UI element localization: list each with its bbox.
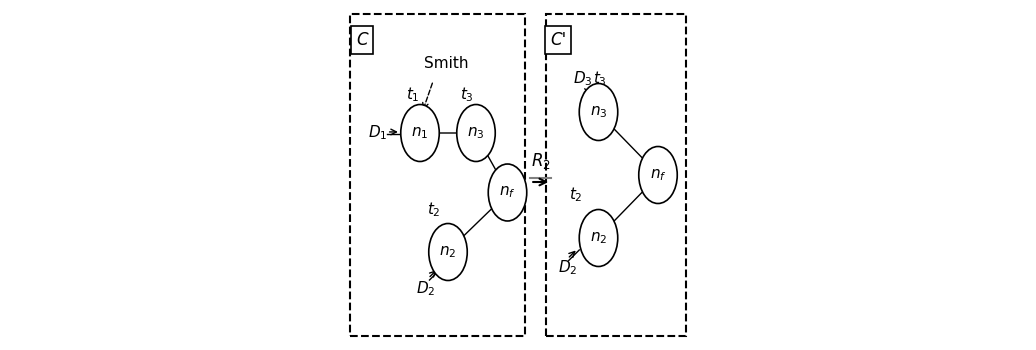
Ellipse shape bbox=[488, 164, 526, 221]
Text: $t_2$: $t_2$ bbox=[427, 201, 441, 219]
Text: C: C bbox=[356, 31, 368, 49]
Text: $n_f$: $n_f$ bbox=[499, 185, 516, 200]
Text: $n_3$: $n_3$ bbox=[467, 125, 485, 141]
Text: $D_1$: $D_1$ bbox=[368, 124, 387, 142]
Text: $t_3$: $t_3$ bbox=[594, 69, 607, 88]
Ellipse shape bbox=[401, 105, 439, 161]
Text: $D_2$: $D_2$ bbox=[415, 279, 435, 298]
Text: $n_2$: $n_2$ bbox=[589, 230, 607, 246]
Text: $n_3$: $n_3$ bbox=[589, 104, 607, 120]
Text: $n_1$: $n_1$ bbox=[411, 125, 429, 141]
Text: $t_1$: $t_1$ bbox=[406, 85, 420, 104]
Ellipse shape bbox=[579, 84, 617, 140]
Ellipse shape bbox=[429, 224, 467, 280]
Text: $t_3$: $t_3$ bbox=[460, 85, 474, 104]
Text: $n_2$: $n_2$ bbox=[439, 244, 457, 260]
Text: Smith: Smith bbox=[424, 56, 468, 70]
Ellipse shape bbox=[457, 105, 495, 161]
Text: C': C' bbox=[550, 31, 567, 49]
Text: $t_2$: $t_2$ bbox=[569, 185, 582, 204]
Text: $n_f$: $n_f$ bbox=[650, 167, 666, 183]
Ellipse shape bbox=[579, 210, 617, 266]
Text: $D_2$: $D_2$ bbox=[558, 258, 578, 277]
Text: $D_3$: $D_3$ bbox=[573, 69, 593, 88]
Ellipse shape bbox=[639, 147, 678, 203]
Text: $R_2$: $R_2$ bbox=[530, 151, 551, 171]
